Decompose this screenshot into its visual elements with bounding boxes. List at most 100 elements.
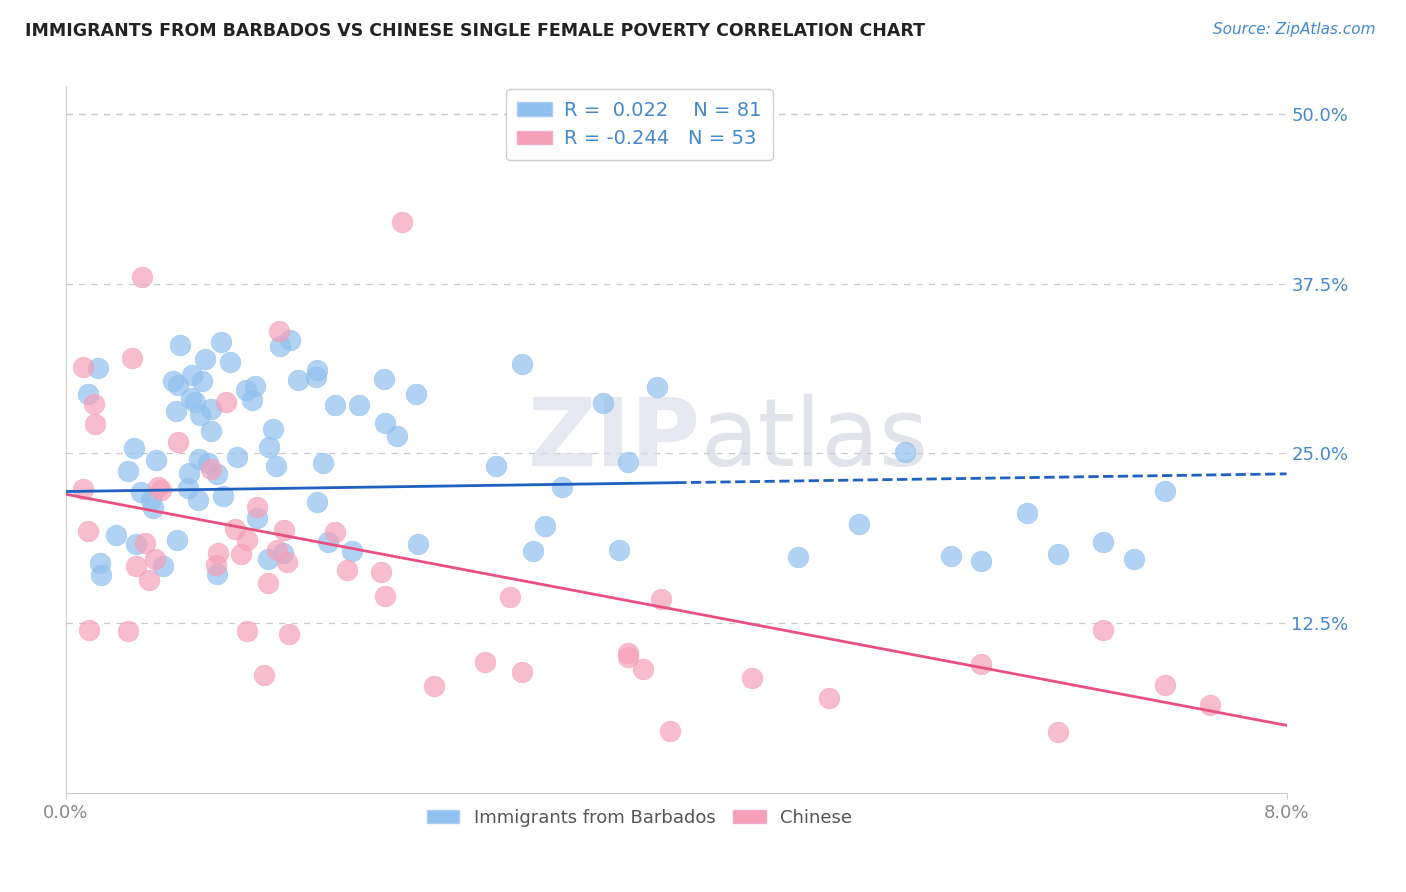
Point [970, 657, 993, 672]
Point [122, 441, 145, 455]
Point [894, 445, 917, 459]
Point [200, 401, 222, 416]
Point [139, 493, 162, 508]
Point [243, 379, 266, 393]
Point [256, 575, 278, 590]
Point [423, 679, 446, 693]
Point [200, 461, 222, 475]
Point [617, 455, 640, 469]
Point [207, 546, 229, 560]
Point [374, 589, 396, 603]
Point [323, 399, 346, 413]
Point [84, 417, 107, 431]
Point [1153, 483, 1175, 498]
Point [83, 397, 105, 411]
Point [104, 528, 127, 542]
Point [269, 324, 291, 338]
Text: ZIP: ZIP [527, 394, 700, 486]
Point [77, 623, 100, 637]
Point [224, 522, 246, 536]
Point [1092, 623, 1115, 637]
Text: atlas: atlas [700, 394, 929, 486]
Point [650, 591, 672, 606]
Point [240, 393, 263, 408]
Point [162, 374, 184, 388]
Point [204, 558, 226, 573]
Point [276, 555, 298, 569]
Point [215, 395, 238, 409]
Point [273, 546, 295, 560]
Point [1046, 547, 1069, 561]
Point [787, 550, 810, 565]
Point [167, 434, 190, 449]
Point [405, 387, 427, 401]
Point [370, 565, 392, 579]
Point [205, 567, 228, 582]
Point [257, 441, 280, 455]
Point [125, 559, 148, 574]
Point [1092, 535, 1115, 549]
Point [184, 395, 207, 409]
Point [125, 537, 148, 551]
Point [134, 536, 156, 550]
Point [510, 665, 533, 679]
Point [269, 339, 291, 353]
Point [152, 558, 174, 573]
Point [305, 370, 328, 384]
Point [180, 368, 202, 382]
Point [253, 668, 276, 682]
Point [87, 361, 110, 376]
Point [166, 533, 188, 547]
Point [278, 333, 301, 347]
Point [212, 490, 235, 504]
Point [311, 456, 333, 470]
Point [235, 383, 257, 397]
Point [89, 556, 111, 570]
Point [146, 480, 169, 494]
Point [631, 661, 654, 675]
Point [387, 428, 409, 442]
Point [117, 624, 139, 638]
Point [177, 482, 200, 496]
Point [1153, 677, 1175, 691]
Point [340, 544, 363, 558]
Point [325, 524, 347, 539]
Point [229, 547, 252, 561]
Point [347, 398, 370, 412]
Point [77, 524, 100, 538]
Point [277, 627, 299, 641]
Point [305, 363, 328, 377]
Point [166, 378, 188, 392]
Point [246, 511, 269, 525]
Point [121, 351, 143, 365]
Point [970, 554, 993, 568]
Point [406, 537, 429, 551]
Point [1046, 725, 1069, 739]
Point [262, 422, 284, 436]
Point [180, 391, 202, 405]
Text: Source: ZipAtlas.com: Source: ZipAtlas.com [1212, 22, 1375, 37]
Point [188, 408, 211, 422]
Point [187, 493, 209, 508]
Point [142, 501, 165, 516]
Point [209, 334, 232, 349]
Point [236, 533, 259, 547]
Point [187, 452, 209, 467]
Point [129, 484, 152, 499]
Point [169, 337, 191, 351]
Point [246, 500, 269, 514]
Point [551, 480, 574, 494]
Point [138, 574, 160, 588]
Point [645, 380, 668, 394]
Point [1199, 698, 1222, 712]
Point [143, 552, 166, 566]
Point [391, 215, 413, 229]
Point [76, 387, 98, 401]
Point [225, 450, 247, 464]
Point [510, 357, 533, 371]
Legend: Immigrants from Barbados, Chinese: Immigrants from Barbados, Chinese [419, 801, 859, 834]
Point [145, 453, 167, 467]
Point [117, 464, 139, 478]
Point [499, 590, 522, 604]
Point [617, 650, 640, 665]
